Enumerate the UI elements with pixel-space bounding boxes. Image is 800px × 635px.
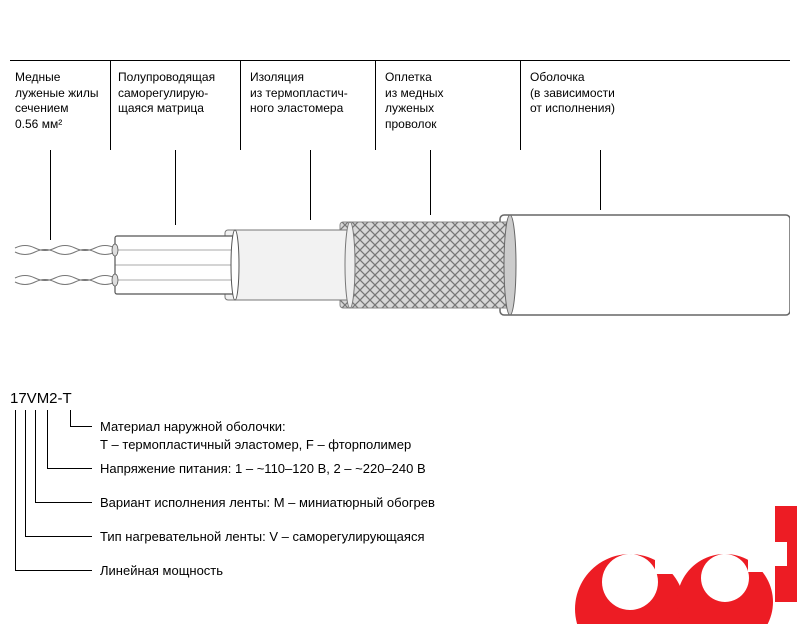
cable-diagram [10, 210, 790, 320]
label-matrix: Полупроводящая саморегулирую- щаяся матр… [118, 70, 215, 117]
top-rule [10, 60, 790, 61]
sep-1 [110, 60, 111, 150]
decode-row-voltage: Напряжение питания: 1 – ~110–120 В, 2 – … [100, 460, 426, 478]
decode-row-power: Линейная мощность [100, 562, 223, 580]
lead-4 [430, 150, 431, 215]
label-jacket: Оболочка (в зависимости от исполнения) [530, 70, 615, 117]
sep-2 [240, 60, 241, 150]
lead-5 [600, 150, 601, 210]
label-wires: Медные луженые жилы сечением 0.56 мм² [15, 70, 98, 132]
component-labels: Медные луженые жилы сечением 0.56 мм² По… [0, 70, 800, 160]
label-insulation: Изоляция из термопластич- ного эластомер… [250, 70, 348, 117]
label-braid: Оплетка из медных луженых проволок [385, 70, 443, 132]
product-code: 17VM2-T [10, 390, 72, 407]
code-decode: Материал наружной оболочки: Т – термопла… [10, 410, 570, 620]
decode-row-type: Тип нагревательной ленты: V – саморегули… [100, 528, 425, 546]
sep-4 [520, 60, 521, 150]
sep-3 [375, 60, 376, 150]
brand-logo [550, 484, 800, 627]
decode-row-jacket-material: Материал наружной оболочки: Т – термопла… [100, 418, 411, 453]
decode-row-variant: Вариант исполнения ленты: М – миниатюрны… [100, 494, 435, 512]
